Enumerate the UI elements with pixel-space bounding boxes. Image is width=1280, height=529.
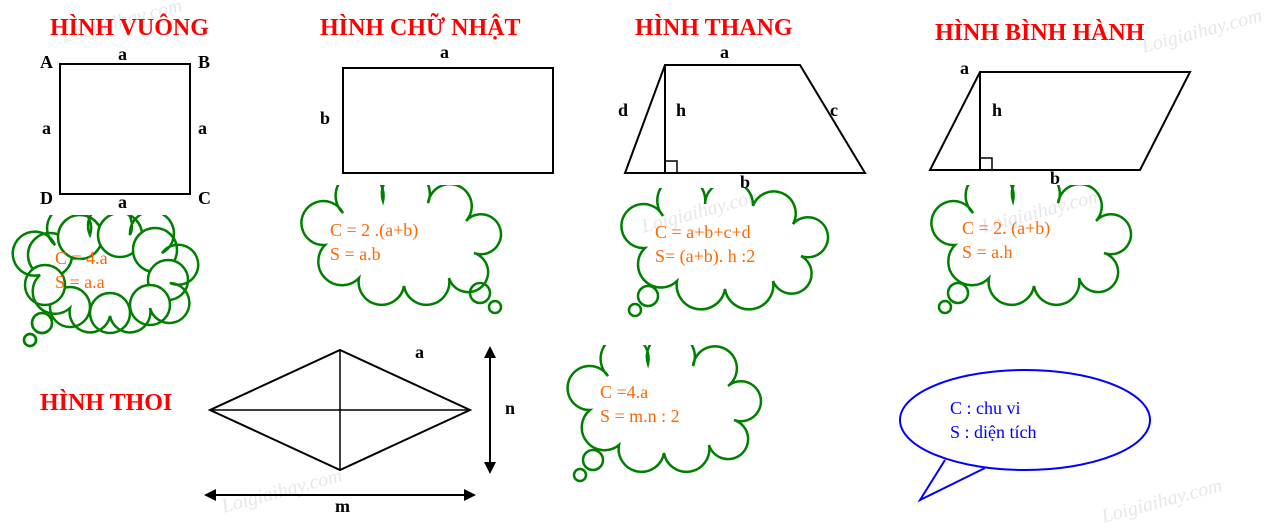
square-title: HÌNH VUÔNG bbox=[50, 15, 209, 42]
trap-label-a: a bbox=[720, 42, 729, 63]
square-formula-s: S = a.a bbox=[55, 272, 105, 293]
rectangle-cloud-outline bbox=[290, 185, 520, 315]
para-formula-c: C = 2. (a+b) bbox=[962, 218, 1050, 239]
rhombus-label-m: m bbox=[335, 496, 350, 517]
square-side-bottom: a bbox=[118, 192, 127, 213]
rhombus-formula-c: C =4.a bbox=[600, 382, 648, 403]
para-label-a: a bbox=[960, 58, 969, 79]
square-side-right: a bbox=[198, 118, 207, 139]
watermark: Loigiaihay.com bbox=[1139, 4, 1265, 58]
rhombus-formula-s: S = m.n : 2 bbox=[600, 406, 680, 427]
trapezoid-title: HÌNH THANG bbox=[635, 15, 793, 42]
parallelogram-title: HÌNH BÌNH HÀNH bbox=[935, 20, 1144, 47]
rectangle-label-a: a bbox=[440, 42, 449, 63]
square-side-top: a bbox=[118, 44, 127, 65]
rhombus-label-a: a bbox=[415, 342, 424, 363]
para-label-h: h bbox=[992, 100, 1002, 121]
square-vertex-d: D bbox=[40, 188, 53, 209]
square-vertex-a: A bbox=[40, 52, 53, 73]
rectangle-title: HÌNH CHỮ NHẬT bbox=[320, 15, 520, 42]
trap-formula-s: S= (a+b). h :2 bbox=[655, 246, 755, 267]
trap-label-c: c bbox=[830, 100, 838, 121]
rectangle-formula-c: C = 2 .(a+b) bbox=[330, 220, 418, 241]
rectangle-formula-s: S = a.b bbox=[330, 244, 381, 265]
rhombus-diagram bbox=[190, 340, 520, 510]
trap-label-h: h bbox=[676, 100, 686, 121]
square-cloud-outline bbox=[10, 215, 200, 355]
para-formula-s: S = a.h bbox=[962, 242, 1013, 263]
rhombus-title: HÌNH THOI bbox=[40, 390, 172, 417]
rectangle-diagram bbox=[335, 60, 565, 180]
legend-c: C : chu vi bbox=[950, 398, 1021, 419]
rhombus-label-n: n bbox=[505, 398, 515, 419]
trap-formula-c: C = a+b+c+d bbox=[655, 222, 751, 243]
parallelogram-cloud-outline bbox=[920, 185, 1150, 315]
square-formula-c: C = 4.a bbox=[55, 248, 108, 269]
square-vertex-b: B bbox=[198, 52, 210, 73]
square-vertex-c: C bbox=[198, 188, 211, 209]
rectangle-label-b: b bbox=[320, 108, 330, 129]
trap-label-d: d bbox=[618, 100, 628, 121]
trapezoid-diagram bbox=[610, 55, 880, 185]
legend-s: S : diện tích bbox=[950, 422, 1037, 443]
square-side-left: a bbox=[42, 118, 51, 139]
parallelogram-diagram bbox=[920, 62, 1210, 182]
